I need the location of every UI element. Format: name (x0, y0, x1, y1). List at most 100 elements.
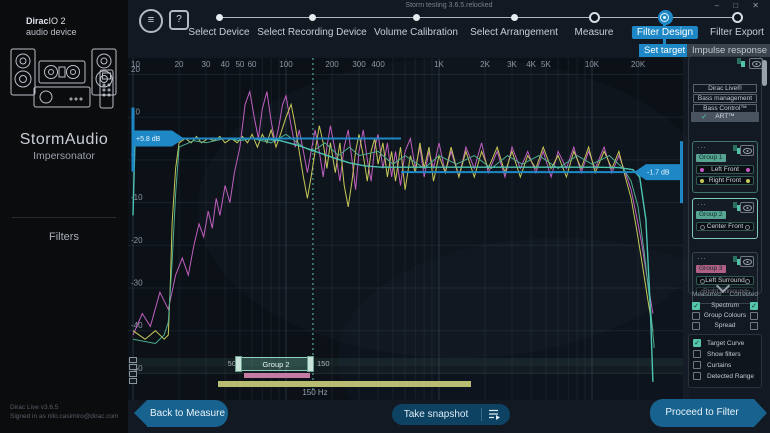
card-menu-icon[interactable]: ... (697, 141, 707, 150)
corrected-checkbox[interactable] (750, 312, 758, 320)
layers-icon[interactable] (733, 202, 742, 211)
curve-center-front (132, 133, 655, 348)
y-tick-label: -30 (131, 279, 143, 288)
group-handle-stack[interactable] (129, 357, 137, 385)
step-dot[interactable] (412, 14, 420, 21)
frequency-response-chart[interactable]: 10 20 30 40 50 60 100 200 300 400 1K 2K 3K 4K 5K 10K 20K… (128, 58, 690, 400)
art-toggle[interactable]: ✓ ART™ (691, 112, 759, 122)
measured-checkbox[interactable] (692, 322, 700, 330)
speaker-color-dot (746, 168, 750, 172)
menu-button[interactable]: ≡ (139, 9, 163, 33)
y-tick-label: 20 (131, 65, 140, 74)
check-icon: ✓ (701, 112, 708, 121)
x-tick-label: 100 (279, 60, 293, 69)
layers-icon[interactable] (733, 145, 742, 154)
x-tick-label: 400 (371, 60, 385, 69)
option-show-filters: Show filters (693, 350, 759, 361)
target-level-flag-high[interactable]: -1.7 dB (634, 164, 681, 181)
group-card-group-1[interactable]: ... Group 1 Left Front Right Front (692, 141, 758, 193)
speaker-color-dot (746, 179, 750, 183)
x-tick-label: 2K (480, 60, 490, 69)
step-dot[interactable] (731, 12, 743, 23)
slider-handle-left[interactable] (235, 356, 242, 372)
step-label: Select Recording Device (257, 27, 367, 38)
option-checkbox[interactable] (693, 372, 701, 380)
eye-icon[interactable] (749, 58, 763, 69)
dual-option-spread: Spread (690, 321, 760, 331)
take-snapshot-button[interactable]: Take snapshot (392, 404, 510, 425)
card-menu-icon[interactable]: ... (697, 252, 707, 261)
target-level-flag-low[interactable]: +5.8 dB (132, 130, 184, 147)
signed-in-user: Signed in as nilo.casimiro@dirac.com (10, 413, 119, 420)
module-bass-management[interactable]: Bass management (693, 94, 757, 103)
curve-left-front (132, 89, 654, 336)
speaker-color-dot (745, 279, 750, 284)
speaker-color-dot (745, 225, 750, 230)
layers-icon[interactable] (737, 58, 746, 67)
step-dot[interactable] (588, 12, 600, 23)
speaker-color-dot (700, 279, 705, 284)
speaker-color-dot (700, 168, 704, 172)
eye-icon[interactable] (740, 145, 754, 156)
product-name: StormAudio (19, 131, 109, 148)
dual-option-group-colours: Group Colours (690, 311, 760, 321)
proceed-to-filter-export-button[interactable]: Proceed to Filter Export (650, 399, 767, 427)
speaker-color-dot (700, 290, 705, 295)
measured-checkbox[interactable]: ✓ (692, 302, 700, 310)
svg-text:-1.7 dB: -1.7 dB (647, 170, 670, 177)
group-card-group-2[interactable]: ... Group 2 Center Front (692, 198, 758, 239)
subtab-set-target[interactable]: Set target (639, 44, 691, 57)
layers-icon[interactable] (733, 256, 742, 265)
back-to-measure-button[interactable]: Back to Measure (134, 400, 228, 427)
corrected-checkbox[interactable]: ✓ (750, 302, 758, 310)
speaker-row-right-surround[interactable]: Right Surround (696, 287, 754, 296)
y-tick-label: 10 (131, 108, 140, 117)
step-dot[interactable] (308, 14, 316, 21)
speaker-row-left-front[interactable]: Left Front (696, 165, 754, 174)
window-controls[interactable]: – □ ✕ (714, 1, 765, 10)
x-tick-label: 5K (541, 60, 551, 69)
card-menu-icon[interactable]: ... (697, 198, 707, 207)
y-tick-label: -10 (131, 193, 143, 202)
panel-scrollbar[interactable] (762, 60, 767, 86)
option-checkbox[interactable] (693, 350, 701, 358)
option-checkbox[interactable] (693, 361, 701, 369)
window-title: Storm testing 3.6.5.relocked (405, 2, 493, 9)
x-tick-label: 4K (526, 60, 536, 69)
corrected-column-header: Corrected (729, 291, 758, 298)
eye-icon[interactable] (740, 202, 754, 213)
subtab-impulse-response[interactable]: Impulse response (687, 44, 770, 57)
x-tick-label: 3K (507, 60, 517, 69)
module-dirac-live-[interactable]: Dirac Live® (693, 84, 757, 93)
slider-handle-right[interactable] (307, 356, 314, 372)
group-card-group-3[interactable]: ... Group 3 Left Surround Right Surround (692, 252, 758, 304)
step-dot[interactable] (215, 14, 223, 21)
svg-text:+5.8 dB: +5.8 dB (136, 136, 161, 143)
step-dot[interactable] (657, 10, 673, 25)
speaker-row-center-front[interactable]: Center Front (696, 222, 754, 231)
measured-checkbox[interactable] (692, 312, 700, 320)
step-label: Select Arrangement (470, 27, 558, 38)
step-dot[interactable] (510, 14, 518, 21)
step-label: Volume Calibration (374, 27, 458, 38)
speaker-row-right-front[interactable]: Right Front (696, 176, 754, 185)
speaker-color-dot (700, 225, 705, 230)
corrected-checkbox[interactable] (750, 322, 758, 330)
sidebar-item-filters[interactable]: Filters (49, 231, 79, 243)
x-tick-label: 40 (221, 60, 230, 69)
x-tick-label: 50 (235, 60, 244, 69)
app-version: Dirac Live v3.6.5 (10, 404, 59, 411)
option-checkbox[interactable]: ✓ (693, 339, 701, 347)
help-button[interactable]: ? (169, 10, 189, 30)
eye-icon[interactable] (740, 256, 754, 267)
sidebar: DiracIO 2 audio device StormAudio Impers… (0, 0, 128, 433)
speaker-row-left-surround[interactable]: Left Surround (696, 276, 754, 285)
step-label: Filter Design (631, 26, 699, 39)
x-tick-label: 20 (175, 60, 184, 69)
curve-target-curve (132, 137, 654, 382)
group-crossover-slider[interactable]: Group 2 (241, 357, 311, 371)
cursor-frequency-label: 150 Hz (302, 388, 328, 397)
speaker-color-dot (700, 179, 704, 183)
sidebar-divider (12, 217, 116, 218)
group-slider-min-label: 50 (227, 359, 236, 368)
